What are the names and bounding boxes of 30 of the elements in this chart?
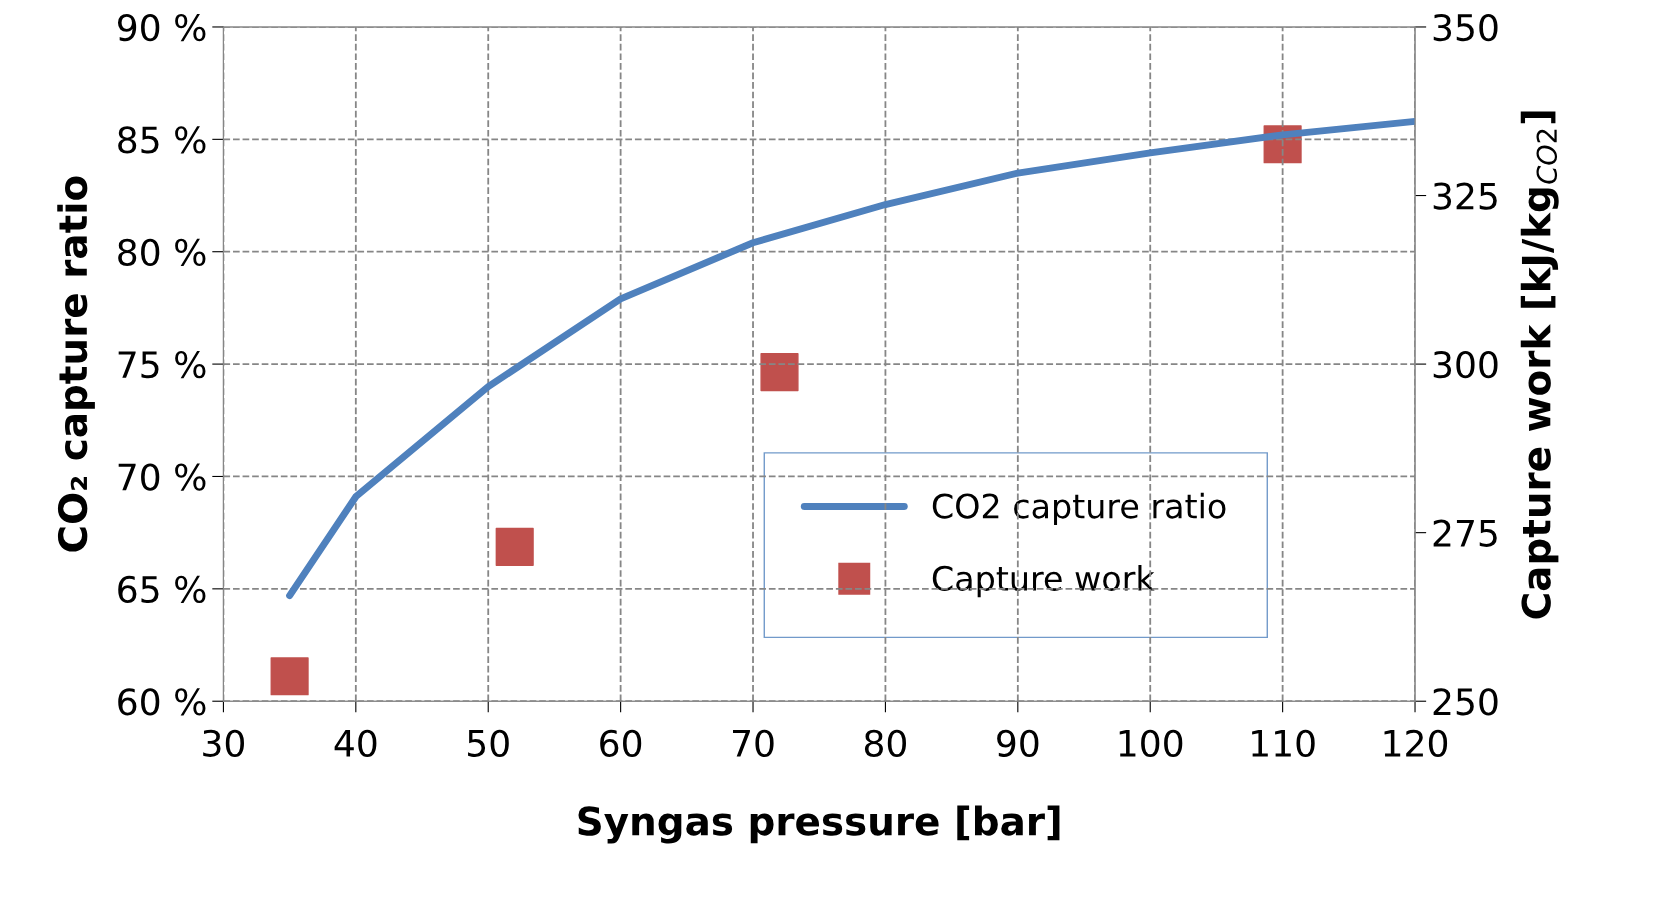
point — [760, 353, 799, 392]
x-tick-label: 100 — [1119, 729, 1183, 757]
y-tick-label: 85 % — [118, 126, 206, 154]
y2-tick-label: 275 — [1433, 519, 1497, 547]
x-tick-label: 30 — [203, 729, 244, 757]
y-tick-label: 60 % — [118, 688, 206, 716]
x-tick-label: 60 — [600, 729, 642, 757]
y-tick-label: 75 % — [118, 351, 206, 379]
x-tick-label: 50 — [468, 729, 509, 757]
x-tick-label: 80 — [864, 729, 906, 757]
y-tick-label: 70 % — [118, 463, 206, 491]
y2-tick-label: 250 — [1433, 688, 1498, 716]
point — [495, 527, 534, 566]
y-tick-label: 80 % — [118, 238, 206, 266]
x-tick-label: 120 — [1384, 729, 1448, 757]
legend-label: CO2 capture ratio — [932, 492, 1226, 526]
x-tick-label: 70 — [733, 729, 774, 757]
point — [270, 657, 309, 696]
x-axis-title: Syngas pressure [bar] — [578, 805, 1060, 844]
x-tick-label: 90 — [997, 729, 1039, 757]
x-tick-label: 40 — [334, 729, 377, 757]
y-axis-title: CO₂ capture ratio — [57, 176, 95, 552]
y2-tick-label: 300 — [1433, 351, 1498, 379]
y2-tick-label: 325 — [1433, 182, 1497, 210]
y2-tick-label: 350 — [1433, 13, 1498, 42]
y-tick-label: 90 % — [117, 13, 206, 42]
y2-axis-title: Capture work [kJ/kg$_{CO2}$] — [1520, 111, 1559, 619]
legend-label: Capture work — [932, 565, 1155, 598]
y-tick-label: 65 % — [118, 575, 206, 604]
x-tick-label: 110 — [1252, 729, 1315, 757]
